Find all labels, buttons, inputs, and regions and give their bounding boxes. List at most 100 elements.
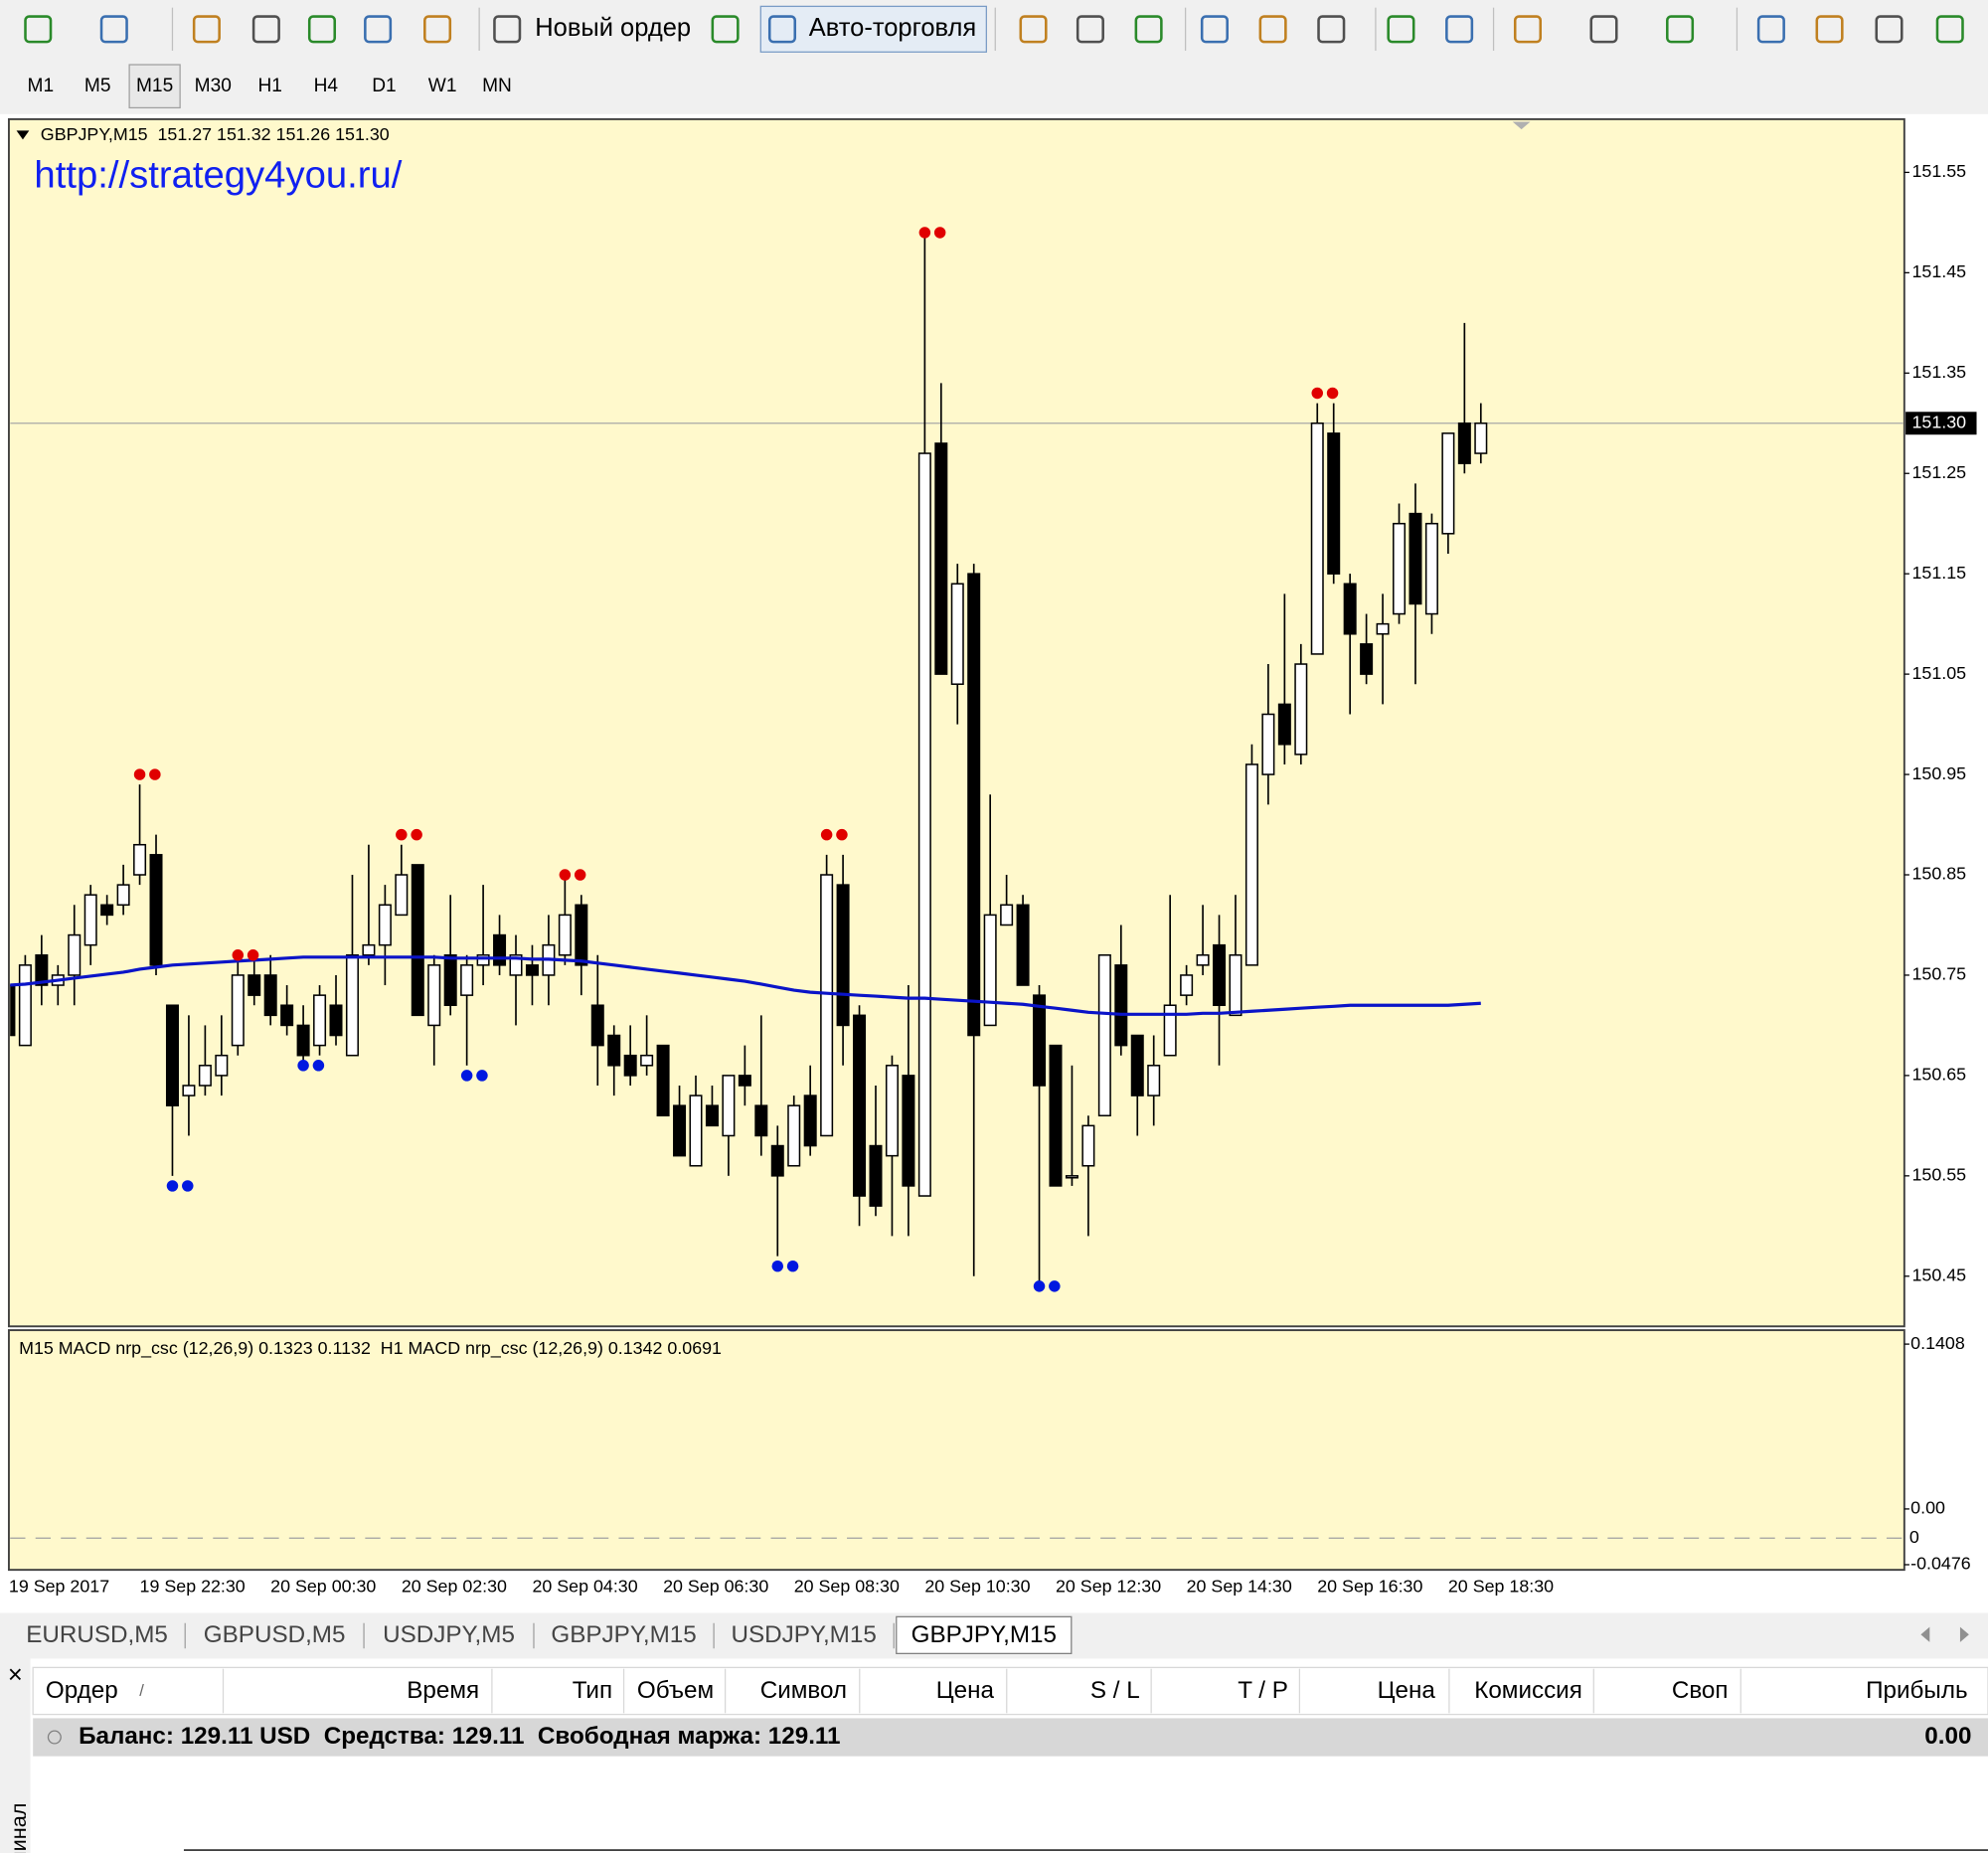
candle-body: [803, 1095, 817, 1147]
candle-body: [263, 974, 277, 1017]
chart-tab[interactable]: GBPJPY,M15: [551, 1621, 696, 1648]
y-tick-label: 151.55: [1911, 161, 1966, 181]
candle-body: [558, 914, 572, 956]
fractal-dot: [786, 1260, 799, 1272]
y-tick-label: 150.45: [1911, 1264, 1966, 1284]
indicator-tick-label: 0.00: [1910, 1498, 1945, 1518]
candle-body: [198, 1065, 212, 1087]
column-header[interactable]: Своп: [1672, 1677, 1729, 1704]
toolbar-icon[interactable]: [767, 15, 797, 44]
candle-body: [1000, 904, 1014, 926]
x-tick-label: 20 Sep 18:30: [1448, 1577, 1554, 1597]
candle-body: [705, 1104, 719, 1127]
column-header[interactable]: Прибыль: [1866, 1677, 1967, 1704]
candle-body: [133, 843, 147, 876]
fractal-dot: [149, 768, 161, 780]
candle-body: [1294, 663, 1308, 756]
candle-body: [1360, 643, 1374, 675]
auto-trading-button[interactable]: [759, 5, 987, 53]
chart-tab[interactable]: USDJPY,M5: [383, 1621, 515, 1648]
timeframe-button[interactable]: M5: [84, 76, 111, 96]
timeframe-button[interactable]: H4: [314, 76, 339, 96]
candle-body: [1310, 421, 1324, 655]
column-header[interactable]: Комиссия: [1474, 1677, 1582, 1704]
toolbar-icon[interactable]: [1317, 15, 1346, 44]
toolbar-icon[interactable]: [1935, 15, 1964, 44]
candle-body: [525, 964, 539, 976]
toolbar-icon[interactable]: [1513, 15, 1543, 44]
toolbar-icon[interactable]: [423, 15, 452, 44]
x-tick-label: 19 Sep 2017: [9, 1577, 109, 1597]
column-header[interactable]: Тип: [573, 1677, 612, 1704]
toolbar-icon[interactable]: [24, 15, 53, 44]
chart-tab[interactable]: USDJPY,M15: [732, 1621, 877, 1648]
collapse-arrow[interactable]: [16, 130, 30, 140]
toolbar-icon[interactable]: [493, 15, 522, 44]
y-tick-label: 151.05: [1911, 663, 1966, 683]
toolbar-icon[interactable]: [1258, 15, 1287, 44]
toolbar-icon[interactable]: [1815, 15, 1844, 44]
toolbar-icon[interactable]: [1200, 15, 1229, 44]
column-header[interactable]: Объем: [637, 1677, 714, 1704]
x-tick-label: 20 Sep 08:30: [794, 1577, 900, 1597]
indicator-pane: [7, 1329, 1905, 1572]
terminal-close[interactable]: ×: [8, 1661, 23, 1689]
toolbar-icon[interactable]: [307, 15, 337, 44]
column-header[interactable]: /: [139, 1681, 144, 1700]
toolbar-icon[interactable]: [364, 15, 393, 44]
x-tick-label: 20 Sep 04:30: [532, 1577, 637, 1597]
timeframe-button[interactable]: M1: [28, 76, 55, 96]
chart-tab[interactable]: EURUSD,M5: [26, 1621, 168, 1648]
tab-scroll-left[interactable]: [1920, 1626, 1930, 1642]
candle-body: [1474, 421, 1488, 454]
candle-body: [787, 1104, 801, 1167]
tab-scroll-right[interactable]: [1959, 1626, 1969, 1642]
timeframes: M1 M5 M15 M30 H1 H4 D1 W1 MN: [28, 64, 512, 109]
candle-body: [427, 964, 441, 1027]
fractal-dot: [559, 869, 572, 881]
candle-body: [296, 1024, 310, 1057]
timeframe-button[interactable]: M15: [136, 76, 173, 96]
timeframe-button[interactable]: D1: [372, 76, 396, 96]
auto-trading-label[interactable]: Авто-торговля: [809, 14, 976, 42]
toolbar-icon[interactable]: [1589, 15, 1618, 44]
toolbar-icon[interactable]: [1076, 15, 1104, 44]
toolbar-icon[interactable]: [711, 15, 740, 44]
timeframe-button[interactable]: MN: [482, 76, 512, 96]
new-order-label[interactable]: Новый ордер: [535, 14, 691, 42]
toolbar-icon[interactable]: [1666, 15, 1695, 44]
chart-tab[interactable]: GBPUSD,M5: [204, 1621, 346, 1648]
toolbar-icon[interactable]: [1875, 15, 1904, 44]
chart-tab[interactable]: GBPJPY,M15: [911, 1621, 1057, 1648]
candle-body: [885, 1065, 899, 1157]
column-header[interactable]: Цена: [1378, 1677, 1436, 1704]
toolbar-icon[interactable]: [192, 15, 221, 44]
timeframe-button[interactable]: H1: [257, 76, 281, 96]
fractal-dot: [1049, 1280, 1061, 1292]
timeframe-pressed: [128, 64, 181, 109]
toolbar-icon[interactable]: [251, 15, 280, 44]
candle-body: [575, 904, 588, 966]
toolbar-icon[interactable]: [1445, 15, 1474, 44]
column-header[interactable]: Цена: [936, 1677, 995, 1704]
toolbar-icon[interactable]: [1134, 15, 1163, 44]
fractal-dot: [411, 828, 422, 841]
y-tick-label: 150.55: [1911, 1165, 1966, 1185]
candle-body: [590, 1004, 604, 1047]
timeframe-button[interactable]: M30: [195, 76, 232, 96]
toolbar-icon[interactable]: [1019, 15, 1048, 44]
toolbar-icon[interactable]: [99, 15, 128, 44]
timeframe-button[interactable]: W1: [428, 76, 457, 96]
column-header[interactable]: S / L: [1090, 1677, 1140, 1704]
column-header[interactable]: Время: [407, 1677, 479, 1704]
toolbar-icon[interactable]: [1756, 15, 1785, 44]
column-header[interactable]: T / P: [1238, 1677, 1288, 1704]
candle-body: [248, 974, 261, 996]
toolbar-icon[interactable]: [1387, 15, 1415, 44]
column-header[interactable]: Символ: [760, 1677, 847, 1704]
candle-body: [623, 1054, 637, 1077]
fractal-dot: [133, 768, 146, 780]
toolbar: [0, 0, 1988, 59]
candle-body: [1114, 964, 1128, 1047]
column-header[interactable]: Ордер: [46, 1677, 118, 1704]
